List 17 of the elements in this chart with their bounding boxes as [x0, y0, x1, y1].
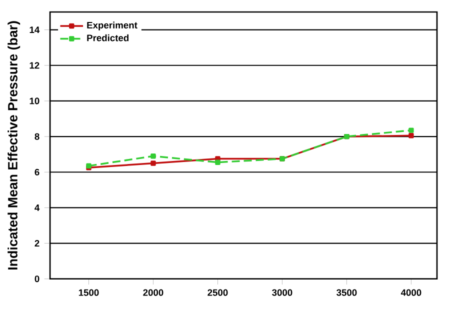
y-tick-label: 12: [30, 62, 40, 69]
y-tick-label: 6: [34, 168, 40, 176]
legend-label: Predicted: [87, 34, 129, 42]
y-tick-label: 14: [30, 26, 40, 34]
x-tick-label: 3000: [272, 289, 292, 296]
x-tick-label: 1500: [78, 289, 99, 296]
legend-label: Experiment: [87, 22, 138, 30]
x-tick-label: 2500: [208, 289, 228, 296]
y-tick-label: 10: [30, 98, 40, 104]
x-tick-label: 3500: [336, 289, 357, 296]
y-tick-label: 0: [34, 276, 40, 282]
y-axis-title: Indicated Mean Effective Pressure (bar): [8, 21, 20, 270]
x-tick-label: 2000: [143, 289, 164, 296]
y-tick-label: 4: [34, 204, 40, 211]
x-tick-label: 4000: [400, 289, 422, 296]
y-tick-label: 2: [34, 240, 40, 247]
y-tick-label: 8: [34, 133, 40, 140]
